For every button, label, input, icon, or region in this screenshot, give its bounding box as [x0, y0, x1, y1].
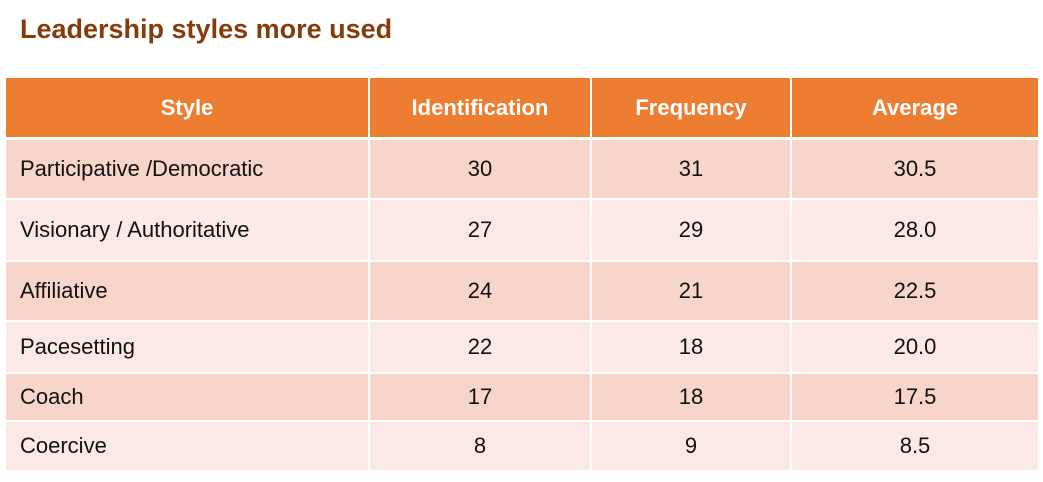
- table-cell: Coercive: [6, 422, 368, 470]
- table-cell: 18: [592, 374, 790, 420]
- table-cell: 22.5: [792, 262, 1038, 320]
- table-cell: 8: [370, 422, 590, 470]
- table-cell: Visionary / Authoritative: [6, 200, 368, 260]
- title: Leadership styles more used: [20, 14, 393, 44]
- table-cell: Affiliative: [6, 262, 368, 320]
- table-cell: Pacesetting: [6, 322, 368, 372]
- table-cell: 27: [370, 200, 590, 260]
- table-cell: 30: [370, 140, 590, 198]
- table-cell: 29: [592, 200, 790, 260]
- table-cell: 21: [592, 262, 790, 320]
- table-cell: 18: [592, 322, 790, 372]
- header-cell: Style: [6, 78, 368, 137]
- table-cell: 31: [592, 140, 790, 198]
- table-cell: 22: [370, 322, 590, 372]
- table-cell: Coach: [6, 374, 368, 420]
- table-cell: 17: [370, 374, 590, 420]
- table-cell: 8.5: [792, 422, 1038, 470]
- table-cell: 30.5: [792, 140, 1038, 198]
- header-cell: Frequency: [592, 78, 790, 137]
- table-cell: 28.0: [792, 200, 1038, 260]
- header-cell: Average: [792, 78, 1038, 137]
- table-cell: 9: [592, 422, 790, 470]
- header-cell: Identification: [370, 78, 590, 137]
- table-cell: 24: [370, 262, 590, 320]
- table-cell: Participative /Democratic: [6, 140, 368, 198]
- table-cell: 17.5: [792, 374, 1038, 420]
- table-cell: 20.0: [792, 322, 1038, 372]
